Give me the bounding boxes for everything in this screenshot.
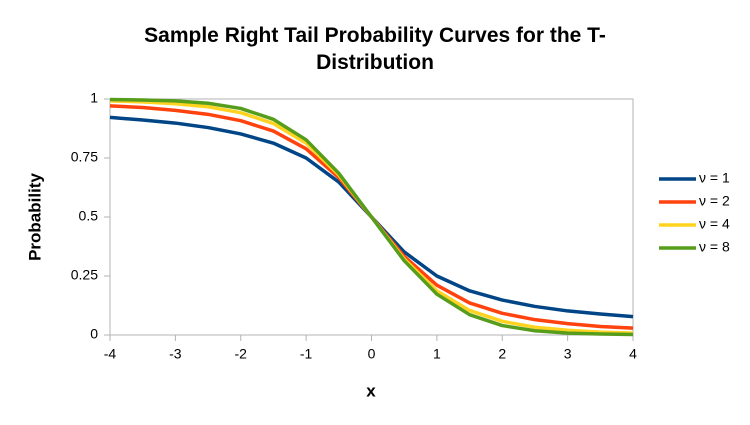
x-tick-label: -1 [300,346,313,362]
y-tick-label: 0.5 [79,208,99,224]
x-tick-label: -3 [169,346,182,362]
y-tick-label: 0.75 [71,149,98,165]
x-axis-label: x [366,381,376,400]
line-series [109,97,634,337]
y-axis-label: Probability [25,173,44,261]
y-tick-label: 1 [90,90,98,106]
y-tick-label: 0 [90,326,98,342]
legend-label: ν = 1 [699,170,730,186]
x-tick-label: 4 [629,346,637,362]
legend-label: ν = 4 [699,216,730,232]
legend-label: ν = 8 [699,239,730,255]
x-tick-label: -4 [104,346,117,362]
x-tick-label: 3 [564,346,572,362]
x-tick-label: -2 [235,346,248,362]
x-tick-label: 0 [368,346,376,362]
x-tick-label: 1 [433,346,441,362]
legend-label: ν = 2 [699,193,730,209]
chart-title: Sample Right Tail Probability Curves for… [144,24,606,74]
y-tick-label: 0.25 [71,267,98,283]
x-tick-label: 2 [498,346,506,362]
